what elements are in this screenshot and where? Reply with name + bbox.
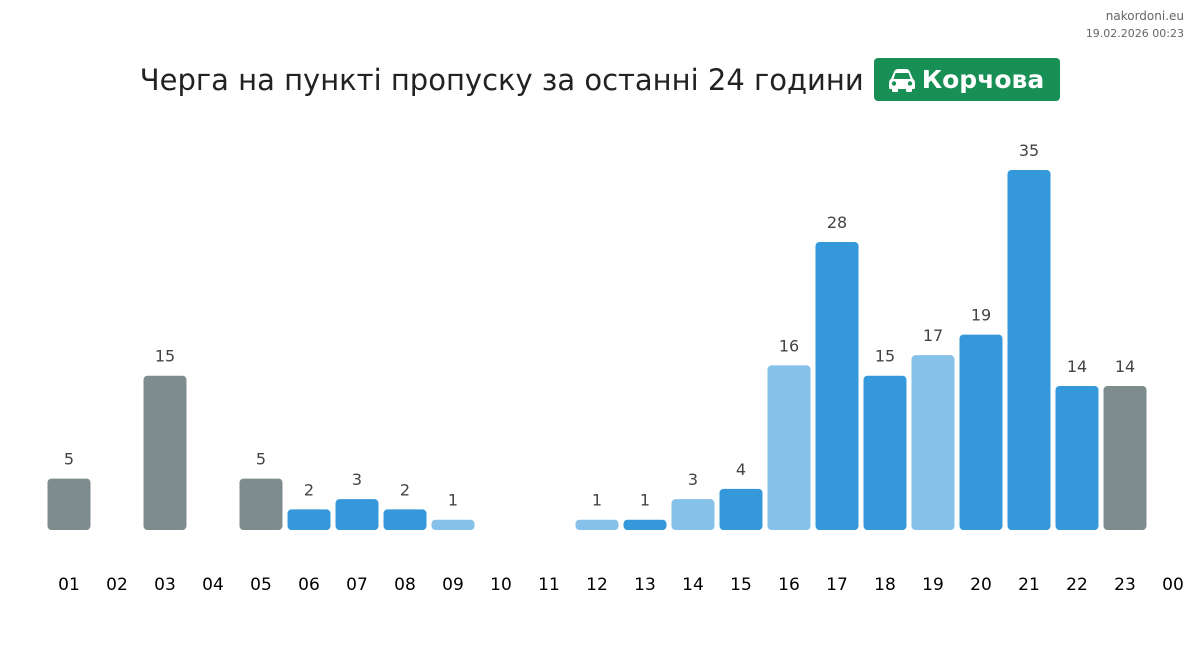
bar-16[interactable] — [767, 365, 811, 530]
bar-value-label: 2 — [400, 480, 410, 499]
x-tick-label: 07 — [346, 575, 368, 595]
car-icon — [888, 68, 916, 92]
header: Черга на пункті пропуску за останні 24 г… — [0, 58, 1200, 101]
x-tick-label: 03 — [154, 575, 176, 595]
bar-value-label: 15 — [875, 347, 895, 366]
timestamp: 19.02.2026 00:23 — [1085, 27, 1184, 40]
x-tick-label: 01 — [58, 575, 80, 595]
bar-01[interactable] — [47, 478, 91, 530]
bar-14[interactable] — [671, 499, 715, 530]
bar-value-label: 19 — [971, 306, 991, 325]
bar-value-label: 16 — [779, 336, 799, 355]
bar-value-label: 5 — [256, 450, 266, 469]
bar-13[interactable] — [623, 519, 667, 530]
source-info: nakordoni.eu 19.02.2026 00:23 — [1086, 8, 1184, 42]
bar-12[interactable] — [575, 519, 619, 530]
bar-value-label: 1 — [592, 491, 602, 510]
x-tick-label: 23 — [1114, 575, 1136, 595]
x-tick-label: 15 — [730, 575, 752, 595]
source-site[interactable]: nakordoni.eu — [1105, 9, 1184, 23]
bar-18[interactable] — [863, 375, 907, 530]
bar-value-label: 3 — [352, 470, 362, 489]
bar-19[interactable] — [911, 355, 955, 530]
bar-15[interactable] — [719, 488, 763, 530]
x-tick-label: 08 — [394, 575, 416, 595]
x-tick-label: 11 — [538, 575, 560, 595]
x-tick-label: 19 — [922, 575, 944, 595]
bar-value-label: 35 — [1019, 141, 1039, 160]
x-tick-label: 06 — [298, 575, 320, 595]
bar-06[interactable] — [287, 509, 331, 530]
x-tick-label: 05 — [250, 575, 272, 595]
bar-21[interactable] — [1007, 170, 1051, 530]
x-tick-label: 16 — [778, 575, 800, 595]
bar-value-label: 17 — [923, 326, 943, 345]
x-tick-label: 13 — [634, 575, 656, 595]
bar-value-label: 14 — [1115, 357, 1135, 376]
bar-value-label: 15 — [155, 347, 175, 366]
x-tick-label: 21 — [1018, 575, 1040, 595]
bar-value-label: 2 — [304, 480, 314, 499]
x-tick-label: 17 — [826, 575, 848, 595]
bar-20[interactable] — [959, 334, 1003, 530]
x-tick-label: 14 — [682, 575, 704, 595]
bar-value-label: 3 — [688, 470, 698, 489]
bar-value-label: 5 — [64, 450, 74, 469]
x-tick-label: 12 — [586, 575, 608, 595]
bar-value-label: 14 — [1067, 357, 1087, 376]
x-tick-label: 20 — [970, 575, 992, 595]
x-tick-label: 00 — [1162, 575, 1184, 595]
bar-value-label: 4 — [736, 460, 746, 479]
bar-value-label: 1 — [448, 491, 458, 510]
bar-17[interactable] — [815, 242, 859, 530]
x-tick-label: 10 — [490, 575, 512, 595]
bar-23[interactable] — [1103, 386, 1147, 530]
bar-08[interactable] — [383, 509, 427, 530]
page-title: Черга на пункті пропуску за останні 24 г… — [139, 62, 864, 97]
badge-label: Корчова — [921, 65, 1045, 94]
bar-value-label: 1 — [640, 491, 650, 510]
bar-03[interactable] — [143, 375, 187, 530]
x-tick-label: 22 — [1066, 575, 1088, 595]
bar-07[interactable] — [335, 499, 379, 530]
bar-05[interactable] — [239, 478, 283, 530]
x-tick-label: 04 — [202, 575, 224, 595]
bar-09[interactable] — [431, 519, 475, 530]
x-tick-label: 18 — [874, 575, 896, 595]
bar-22[interactable] — [1055, 386, 1099, 530]
bar-value-label: 28 — [827, 213, 847, 232]
border-crossing-badge: Корчова — [873, 58, 1061, 101]
x-tick-label: 09 — [442, 575, 464, 595]
x-tick-label: 02 — [106, 575, 128, 595]
